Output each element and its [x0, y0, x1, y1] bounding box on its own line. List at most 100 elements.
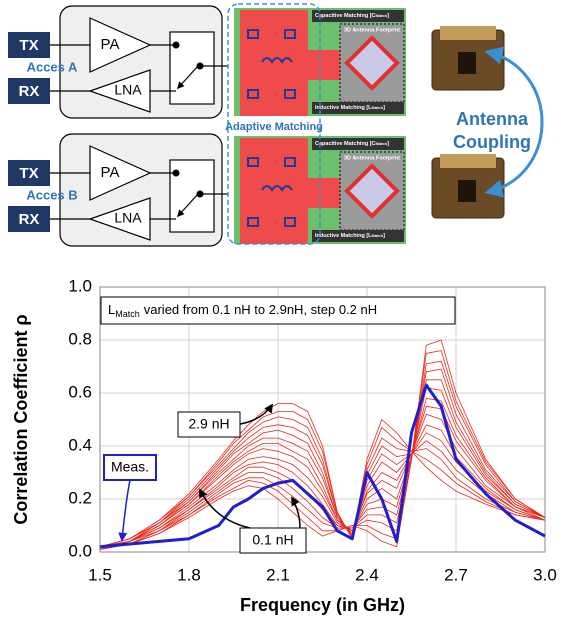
note-part: varied from 0.1 nH to 2.9nH, step 0.2 nH	[144, 302, 377, 317]
series-line	[99, 339, 546, 550]
access-label: Acces A	[27, 59, 78, 74]
series-line	[99, 411, 546, 548]
antenna-slot	[458, 180, 476, 202]
pcb-panel	[312, 230, 404, 242]
y-tick-label: 0.6	[68, 382, 92, 401]
note-part: L	[108, 302, 115, 317]
antenna-top	[440, 154, 496, 168]
pa-triangle	[89, 145, 152, 201]
x-tick-label: 2.1	[266, 565, 290, 584]
tx-label: TX	[19, 37, 38, 54]
pcb-ind-part: Inductive Matching [L	[315, 233, 372, 239]
lna-label: LNA	[114, 210, 142, 226]
coupling-arrow	[484, 46, 544, 198]
pcb-panel	[312, 102, 404, 114]
y-tick-label: 1.0	[68, 276, 92, 295]
x-tick-label: 2.4	[355, 565, 379, 584]
pcb-cap-part: Match	[376, 13, 388, 18]
series-line	[99, 360, 546, 550]
chart: 0.0 0.2 0.4 0.6 0.8 1.0 1.5 1.8 2.1 2.4 2.7 3.0 Freq…	[11, 276, 557, 614]
x-axis-title: Frequency (in GHz)	[240, 595, 405, 615]
plot-area	[100, 287, 545, 552]
annotation-arrow	[118, 479, 131, 542]
annotation-box	[177, 411, 241, 438]
transceiver-block: TX RX Acces B PA LNA Capacitive Matching [CMa…	[8, 133, 505, 247]
antenna-top	[440, 26, 496, 40]
antenna-pad	[344, 35, 400, 91]
y-axis-title: Correlation Coefficient ρ	[11, 314, 31, 524]
series-line	[99, 429, 546, 548]
pcb-panel	[312, 10, 404, 22]
note-part: Match	[115, 309, 140, 319]
tx-box	[8, 32, 50, 58]
pa-label: PA	[101, 164, 120, 181]
rx-label: RX	[19, 83, 40, 100]
tx-label: TX	[19, 165, 38, 182]
switch-wires	[150, 44, 228, 91]
annotation-box	[103, 454, 157, 481]
access-label: Acces B	[26, 187, 77, 202]
rx-label: RX	[19, 211, 40, 228]
series-line	[99, 383, 546, 549]
series-line	[99, 424, 546, 548]
note-box	[100, 296, 456, 325]
y-tick-label: 0.2	[68, 488, 92, 507]
x-tick-label: 3.0	[533, 565, 557, 584]
pa-triangle	[89, 17, 152, 73]
pcb-panel	[312, 138, 404, 150]
rx-box	[8, 78, 50, 104]
x-tick-label: 2.7	[444, 565, 468, 584]
pcb-ind-part: ]	[383, 105, 385, 111]
tx-box	[8, 160, 50, 186]
switch-node	[172, 41, 180, 49]
annotation-label: Meas.	[111, 459, 149, 475]
pcb-cap-part: Capacitive Matching [C	[315, 13, 376, 19]
pcb-cap-part: ]	[387, 141, 389, 147]
annotation-label: 2.9 nH	[188, 416, 229, 432]
series-line	[99, 413, 546, 548]
pcb-cap-part: Match	[376, 141, 388, 146]
pcb-cap-part: Capacitive Matching [C	[315, 141, 376, 147]
lna-label: LNA	[114, 82, 142, 98]
series-line	[99, 387, 546, 550]
pcb-ind-label: Inductive Matching [LMatch]	[315, 105, 385, 111]
series-line	[99, 350, 546, 550]
pcb-cap-label: Capacitive Matching [CMatch]	[315, 141, 389, 147]
pcb-ind-part: Match	[372, 105, 384, 110]
annotation-arrow	[199, 488, 251, 529]
switch-node	[196, 190, 204, 198]
antenna-slot	[458, 52, 476, 74]
annotation-arrow	[239, 403, 273, 425]
coupling-label: Coupling	[453, 132, 531, 152]
y-tick-label: 0.4	[68, 435, 92, 454]
y-tick-label: 0.8	[68, 329, 92, 348]
footprint-label: 3D Antenna Footprint	[344, 155, 400, 161]
series-line	[99, 397, 546, 550]
series-line	[99, 403, 546, 548]
pcb-components	[247, 29, 296, 99]
plot-frame	[99, 286, 546, 553]
pcb-ind-part: ]	[383, 233, 385, 239]
pcb-ind-label: Inductive Matching [LMatch]	[315, 233, 385, 239]
switch-node	[172, 169, 180, 177]
switch-wires	[150, 172, 228, 219]
pcb-cap-label: Capacitive Matching [CMatch]	[315, 13, 389, 19]
x-tick-label: 1.8	[177, 565, 201, 584]
switch-node	[196, 62, 204, 70]
annotation-box	[239, 527, 307, 554]
footprint-label: 3D Antenna Footprint	[344, 27, 400, 33]
pcb-cap-part: ]	[387, 13, 389, 19]
adaptive-label: Adaptive Matching	[225, 121, 323, 133]
coupling-label: Antenna	[456, 109, 529, 129]
series-line	[99, 416, 546, 548]
annotation-label: 0.1 nH	[252, 532, 293, 548]
rx-box	[8, 206, 50, 232]
pcb-trace	[240, 138, 308, 244]
x-tick-label: 1.5	[88, 565, 112, 584]
pcb-ind-part: Inductive Matching [L	[315, 105, 372, 111]
note-text: LMatch varied from 0.1 nH to 2.9nH, step …	[108, 302, 377, 319]
series-line	[99, 424, 546, 548]
